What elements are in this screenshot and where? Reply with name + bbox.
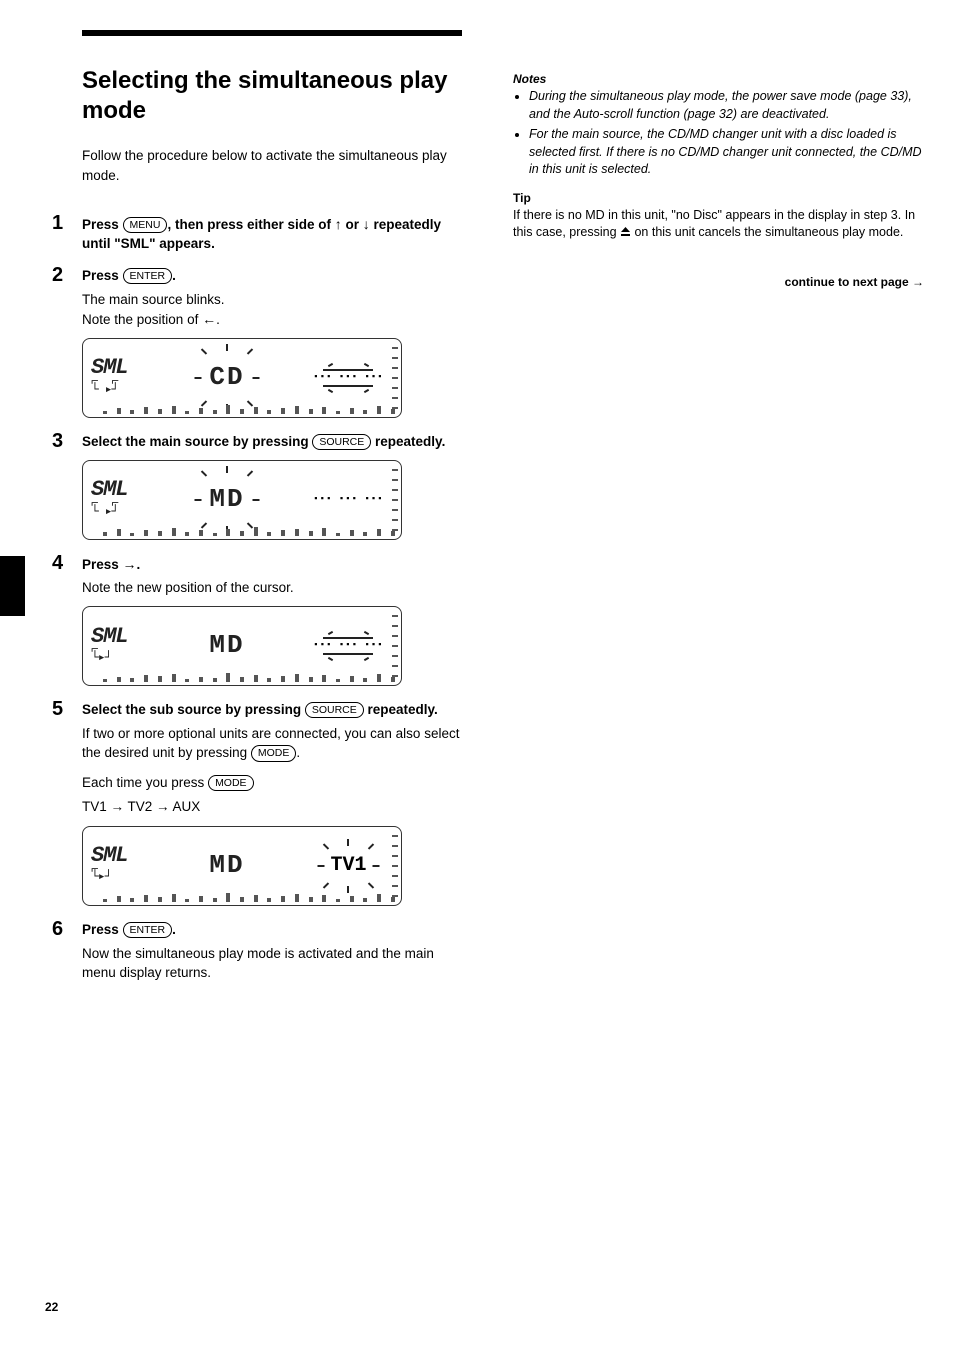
step-number: 4 [52, 552, 82, 574]
note-item: For the main source, the CD/MD changer u… [529, 126, 924, 179]
two-column-layout: Selecting the simultaneous play mode Fol… [52, 66, 924, 983]
eject-icon [620, 225, 631, 243]
notes-list: During the simultaneous play mode, the p… [529, 88, 924, 179]
step-number: 1 [52, 212, 82, 234]
lcd-right-area: ▪▪▪ ▪▪▪ ▪▪▪ [296, 493, 401, 507]
burst-highlight-icon: TV1 [330, 851, 366, 881]
lcd-display-1: SML ⌐ ⌐└ ▸┘ CD [82, 338, 402, 418]
step-text: Press ENTER. [82, 918, 463, 940]
step-5-note: If two or more optional units are connec… [82, 724, 463, 763]
lcd-face-icon: ⌐ ⌐└ ▸┘ [91, 378, 118, 394]
page-number: 22 [45, 1300, 58, 1314]
step-4: 4 Press →. [52, 552, 463, 575]
step-6: 6 Press ENTER. [52, 918, 463, 940]
lcd-center-text: MD [158, 480, 296, 519]
left-arrow-icon: ← [202, 311, 216, 327]
lcd-face-icon: ⌐ └▸┘ [91, 646, 111, 662]
step-text: Press →. [82, 552, 463, 575]
lcd-sml-label: SML ⌐ └▸┘ [83, 629, 158, 664]
step-text: Press MENU, then press either side of ↑ … [82, 212, 463, 254]
step-number: 5 [52, 698, 82, 720]
down-arrow-icon: ↓ [363, 216, 370, 232]
lcd-sml-label: SML ⌐ └▸┘ [83, 848, 158, 883]
source-button-label: SOURCE [312, 434, 371, 450]
step-2: 2 Press ENTER. [52, 264, 463, 286]
lcd-right-area: ▪▪▪ ▪▪▪ ▪▪▪ [296, 634, 401, 658]
step-6-note: Now the simultaneous play mode is activa… [82, 944, 463, 983]
intro-text: Follow the procedure below to activate t… [82, 146, 463, 187]
step-3: 3 Select the main source by pressing SOU… [52, 430, 463, 452]
lcd-face-icon: ⌐ └▸┘ [91, 866, 111, 882]
notes-heading: Notes [513, 70, 924, 88]
tip-text: If there is no MD in this unit, "no Disc… [513, 207, 924, 243]
right-arrow-icon: → [123, 556, 137, 572]
step-text: Select the main source by pressing SOURC… [82, 430, 463, 452]
step-2-note: The main source blinks. Note the positio… [82, 290, 463, 330]
dash-indicator: ▪▪▪ ▪▪▪ ▪▪▪ [313, 493, 383, 507]
menu-button-label: MENU [123, 217, 168, 233]
sun-icon: ▪▪▪ ▪▪▪ ▪▪▪ [316, 366, 381, 390]
lcd-center-text: MD [158, 626, 296, 665]
step-text: Select the sub source by pressing SOURCE… [82, 698, 463, 720]
step-number: 3 [52, 430, 82, 452]
step-5-subnote: Each time you press MODE [82, 773, 463, 793]
mode-button-label: MODE [208, 775, 254, 791]
step-4-note: Note the new position of the cursor. [82, 578, 463, 598]
burst-highlight-icon: MD [209, 480, 244, 519]
up-arrow-icon: ↑ [335, 216, 342, 232]
continue-text: continue to next page → [513, 273, 924, 291]
mode-chain: TV1 → TV2 → AUX [82, 797, 463, 817]
step-number: 2 [52, 264, 82, 286]
step-1: 1 Press MENU, then press either side of … [52, 212, 463, 254]
step-5: 5 Select the sub source by pressing SOUR… [52, 698, 463, 720]
tip-heading: Tip [513, 189, 924, 207]
right-column: Notes During the simultaneous play mode,… [513, 66, 924, 983]
enter-button-label: ENTER [123, 268, 173, 284]
lcd-center-text: MD [158, 846, 296, 885]
section-rule [82, 30, 462, 36]
lcd-right-area: ▪▪▪ ▪▪▪ ▪▪▪ [296, 366, 401, 390]
step-text: Press ENTER. [82, 264, 463, 286]
lcd-right-area: TV1 [296, 851, 401, 881]
lcd-sml-label: SML ⌐ ⌐└ ▸┘ [83, 482, 158, 517]
mode-button-label: MODE [251, 745, 297, 761]
lcd-display-3: SML ⌐ └▸┘ MD ▪▪▪ ▪▪▪ ▪▪▪ [82, 606, 402, 686]
enter-button-label: ENTER [123, 922, 173, 938]
lcd-face-icon: ⌐ ⌐└ ▸┘ [91, 500, 118, 516]
burst-highlight-icon: CD [209, 358, 244, 397]
side-tab [0, 556, 25, 616]
lcd-display-4: SML ⌐ └▸┘ MD [82, 826, 402, 906]
lcd-display-2: SML ⌐ ⌐└ ▸┘ MD [82, 460, 402, 540]
left-column: Selecting the simultaneous play mode Fol… [52, 66, 463, 983]
note-item: During the simultaneous play mode, the p… [529, 88, 924, 123]
source-button-label: SOURCE [305, 702, 364, 718]
sun-icon: ▪▪▪ ▪▪▪ ▪▪▪ [316, 634, 381, 658]
step-number: 6 [52, 918, 82, 940]
page-title: Selecting the simultaneous play mode [82, 66, 463, 126]
lcd-center-text: CD [158, 358, 296, 397]
lcd-sml-label: SML ⌐ ⌐└ ▸┘ [83, 360, 158, 395]
